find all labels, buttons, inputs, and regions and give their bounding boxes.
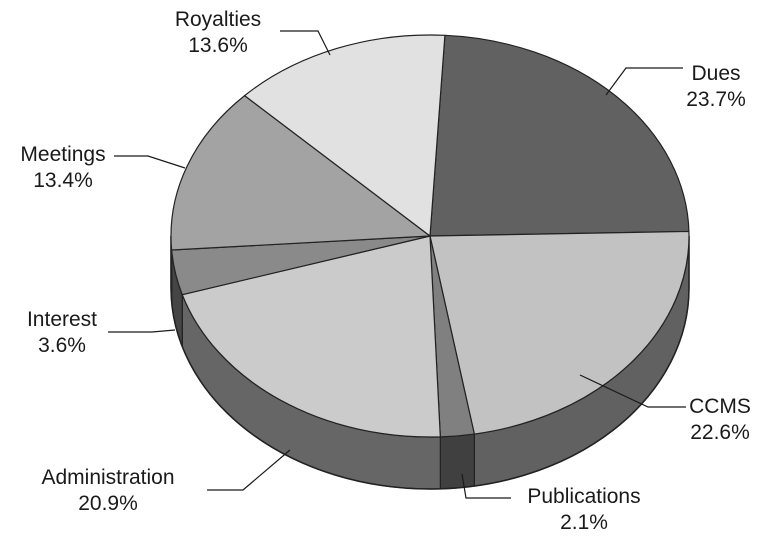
slice-name-ccms: CCMS <box>689 395 751 418</box>
leader-line-interest <box>108 329 176 333</box>
leader-lines <box>108 30 686 499</box>
slice-label-administration: Administration 20.9% <box>41 466 174 515</box>
slice-name-meetings: Meetings <box>20 143 105 166</box>
slice-ccms <box>429 230 690 435</box>
leader-line-administration <box>207 449 291 491</box>
slice-royalties <box>244 34 446 237</box>
slice-dues <box>429 34 690 237</box>
leader-line-publications <box>461 473 511 499</box>
slice-value-royalties: 13.6% <box>188 34 248 57</box>
slice-value-publications: 2.1% <box>560 511 608 534</box>
slice-name-administration: Administration <box>41 466 174 489</box>
slice-name-dues: Dues <box>691 62 740 85</box>
slice-label-meetings: Meetings 13.4% <box>20 143 105 192</box>
leader-line-meetings <box>114 155 186 169</box>
slice-value-meetings: 13.4% <box>33 169 93 192</box>
leader-line-ccms <box>579 374 686 408</box>
slice-meetings <box>170 95 431 251</box>
slice-labels: Dues 23.7% CCMS 22.6% Publications 2.1% Admini… <box>20 8 751 534</box>
slice-label-royalties: Royalties 13.6% <box>175 8 261 57</box>
slice-side-publications <box>439 433 475 490</box>
slice-label-publications: Publications 2.1% <box>527 485 640 534</box>
slice-value-dues: 23.7% <box>686 88 746 111</box>
pie-slices <box>170 34 690 438</box>
slice-value-interest: 3.6% <box>38 334 86 357</box>
slice-administration <box>181 235 441 438</box>
slice-name-interest: Interest <box>27 308 97 331</box>
slice-label-ccms: CCMS 22.6% <box>689 395 751 444</box>
slice-label-interest: Interest 3.6% <box>27 308 97 357</box>
slice-value-administration: 20.9% <box>78 492 138 515</box>
slice-name-publications: Publications <box>527 485 640 508</box>
leader-line-dues <box>605 67 683 96</box>
slice-label-dues: Dues 23.7% <box>686 62 746 111</box>
slice-name-royalties: Royalties <box>175 8 261 31</box>
leader-line-royalties <box>280 30 331 56</box>
pie-rim-outline <box>170 236 690 490</box>
slice-value-ccms: 22.6% <box>690 421 750 444</box>
